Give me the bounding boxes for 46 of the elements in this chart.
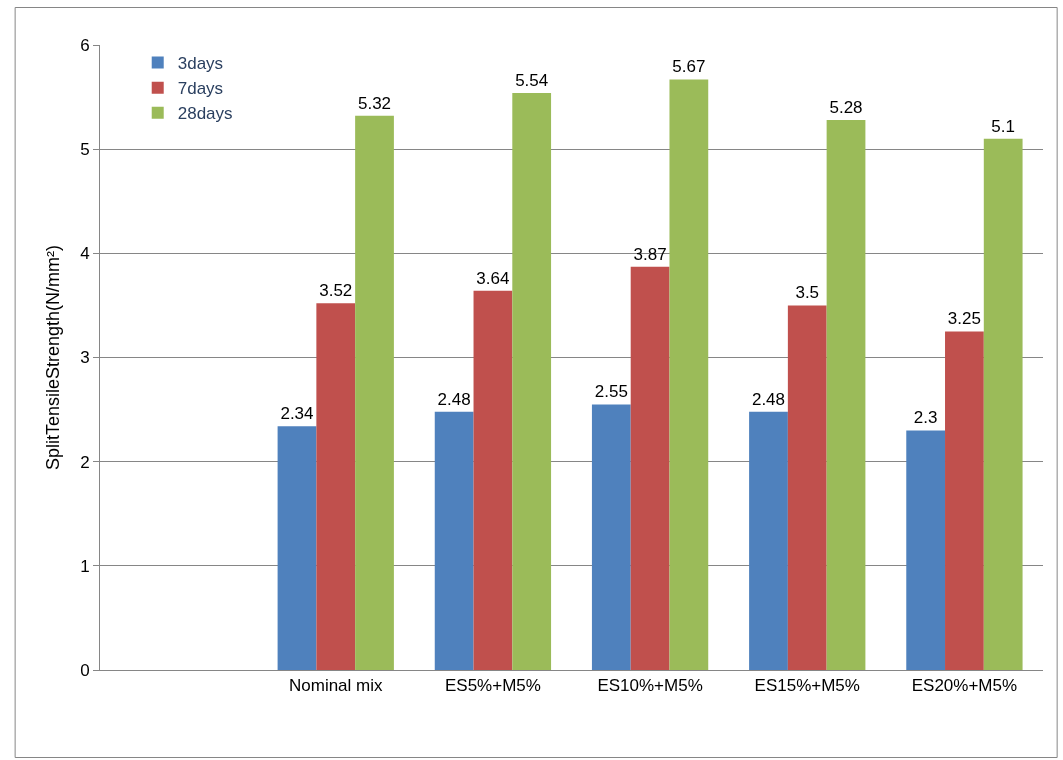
bar bbox=[591, 404, 631, 670]
x-tick-label: ES15%+M5% bbox=[754, 676, 860, 696]
y-tick-label: 0 bbox=[80, 660, 90, 680]
data-label: 3.52 bbox=[319, 281, 353, 301]
data-label: 3.64 bbox=[476, 268, 510, 288]
y-axis-title: SplitTensileStrength(N/mm²) bbox=[43, 244, 64, 471]
y-tick-label: 4 bbox=[80, 244, 90, 264]
bar bbox=[512, 92, 552, 670]
data-label: 5.32 bbox=[357, 93, 392, 113]
data-label: 5.67 bbox=[672, 57, 706, 77]
bar bbox=[983, 138, 1023, 670]
bar bbox=[316, 303, 356, 670]
data-label: 2.3 bbox=[913, 408, 938, 428]
y-tick-label: 5 bbox=[80, 140, 90, 160]
bar bbox=[473, 290, 513, 670]
data-label: 3.25 bbox=[947, 309, 981, 329]
data-label: 2.34 bbox=[280, 404, 314, 424]
x-tick-label: ES20%+M5% bbox=[911, 676, 1018, 696]
x-tick-label: ES5%+M5% bbox=[444, 676, 541, 696]
bar bbox=[630, 266, 670, 670]
y-tick-label: 3 bbox=[80, 348, 90, 368]
data-label: 2.48 bbox=[751, 389, 786, 409]
x-tick-label: ES10%+M5% bbox=[597, 676, 703, 696]
data-label: 3.5 bbox=[795, 283, 820, 303]
bar bbox=[434, 411, 474, 670]
bar bbox=[277, 426, 317, 670]
data-label: 3.87 bbox=[633, 244, 667, 264]
y-tick-label: 1 bbox=[80, 556, 90, 576]
data-label: 5.28 bbox=[829, 98, 863, 117]
bar bbox=[826, 120, 866, 670]
bar bbox=[787, 305, 827, 670]
y-tick-label: 2 bbox=[80, 452, 90, 472]
bar bbox=[355, 115, 394, 670]
data-label: 2.48 bbox=[437, 389, 471, 409]
data-label: 5.1 bbox=[991, 116, 1016, 136]
bar bbox=[669, 79, 709, 670]
data-label: 5.54 bbox=[515, 70, 549, 90]
legend-label: 28days bbox=[177, 104, 233, 124]
bar bbox=[906, 430, 946, 670]
data-label: 2.55 bbox=[594, 382, 628, 402]
legend-label: 3days bbox=[177, 54, 224, 74]
legend-label: 7days bbox=[177, 79, 224, 99]
y-tick-label: 6 bbox=[80, 35, 90, 55]
x-tick-label: Nominal mix bbox=[288, 676, 383, 696]
bar bbox=[749, 411, 788, 670]
bar bbox=[945, 331, 984, 670]
